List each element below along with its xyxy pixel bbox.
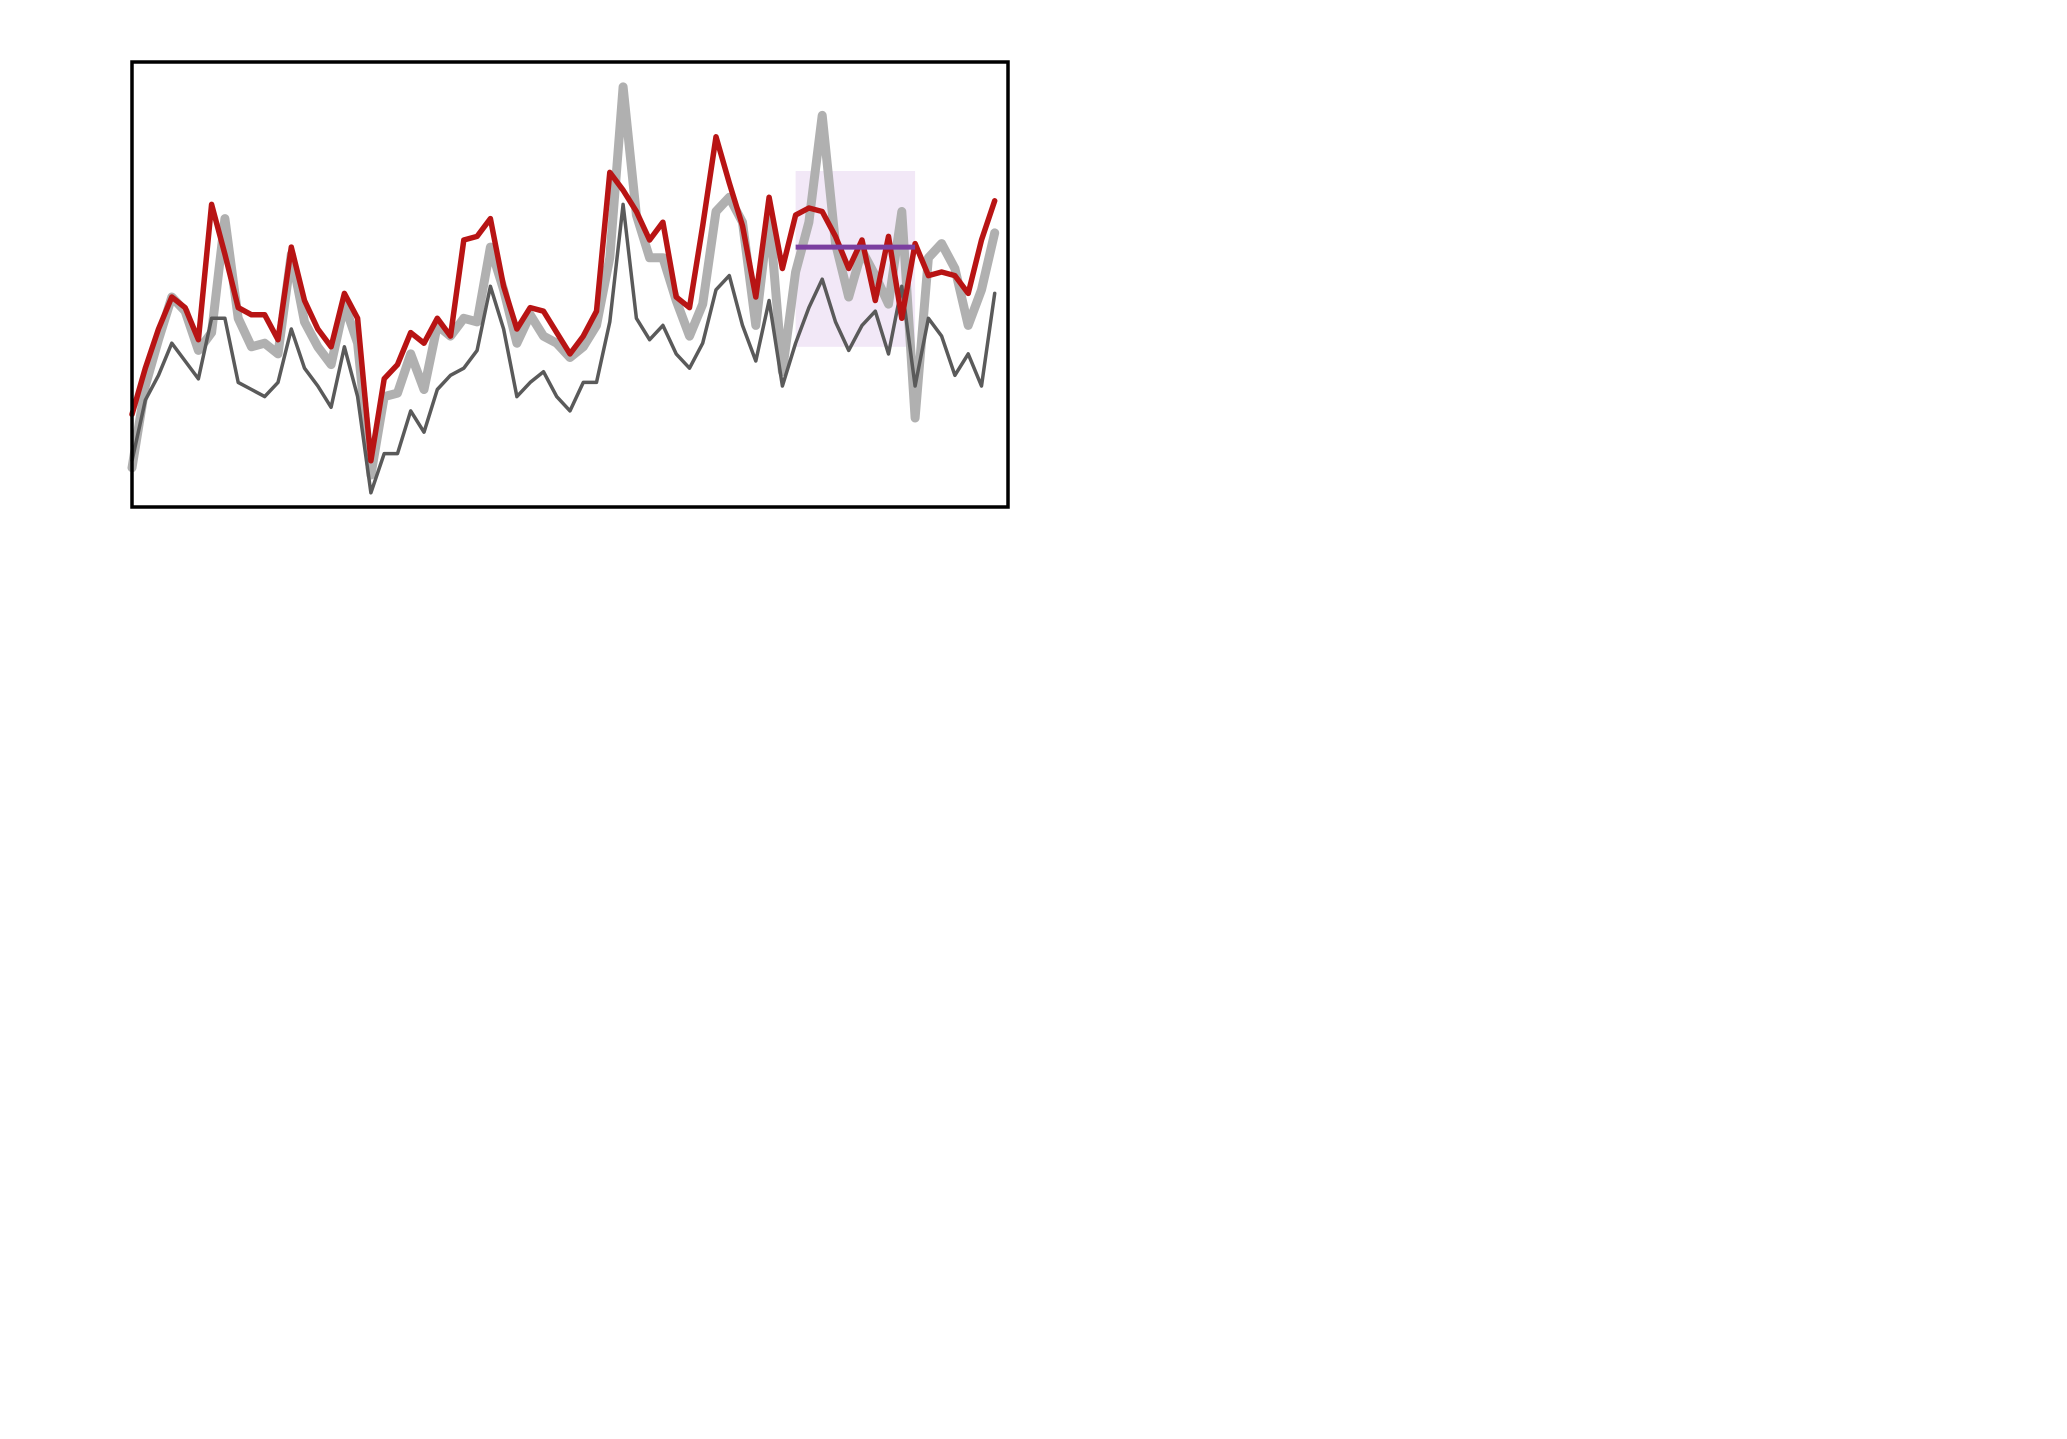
panel-a-line-debm <box>129 134 998 464</box>
panel-a-line-racmo <box>127 82 1000 480</box>
panel-a-line-pdd <box>130 202 997 495</box>
panel-a-frame <box>130 60 1010 509</box>
